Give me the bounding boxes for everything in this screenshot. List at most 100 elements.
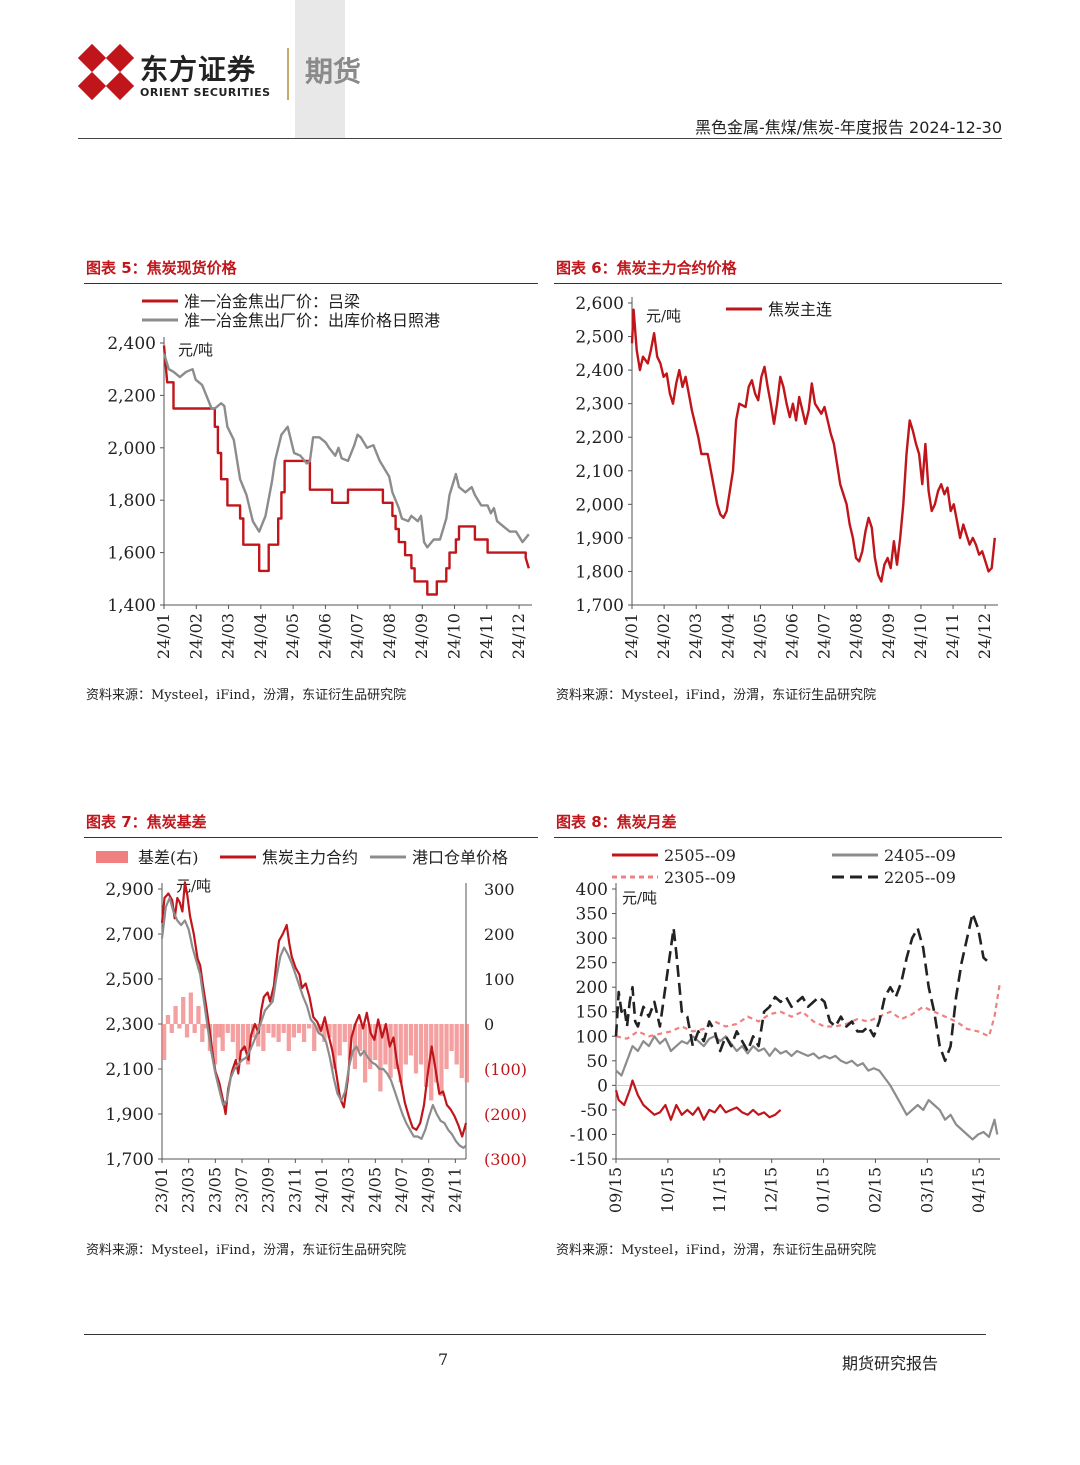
basis-bar xyxy=(357,1024,363,1051)
legend-label: 港口仓单价格 xyxy=(412,848,508,867)
brand-name-en: ORIENT SECURITIES xyxy=(140,86,271,99)
x-tick-label: 24/05 xyxy=(750,613,769,659)
x-tick-label: 24/08 xyxy=(380,613,399,659)
basis-bar xyxy=(418,1024,424,1065)
basis-bar xyxy=(383,1024,388,1065)
unit-label: 元/吨 xyxy=(622,889,657,907)
basis-bar xyxy=(184,1024,190,1038)
y-tick-label: 2,400 xyxy=(575,361,624,381)
report-title: 黑色金属-焦煤/焦炭-年度报告 2024-12-30 xyxy=(694,118,1002,137)
unit-label: 元/吨 xyxy=(178,341,213,359)
figure-8-source: 资料来源：Mysteel，iFind，汾渭，东证衍生品研究院 xyxy=(556,1243,877,1258)
x-tick-label: 24/09 xyxy=(419,1167,438,1213)
basis-bar xyxy=(429,1024,434,1101)
basis-bar xyxy=(235,1024,241,1060)
legend-label: 焦炭主力合约 xyxy=(262,848,358,867)
basis-bar xyxy=(177,1024,182,1029)
y-tick-label: 50 xyxy=(586,1052,608,1072)
x-tick-label: 24/12 xyxy=(509,613,528,659)
figure-6-chart: 1,700 1,800 1,900 2,000 2,100 2,200 2,300 2,400… xyxy=(575,294,998,659)
legend-label: 准一冶金焦出厂价：出库价格日照港 xyxy=(184,311,440,330)
series-line xyxy=(615,1035,999,1141)
unit-label: 元/吨 xyxy=(646,307,681,325)
basis-bar xyxy=(162,1024,167,1060)
series-line xyxy=(614,1079,782,1121)
legend-label: 基差(右) xyxy=(138,848,199,867)
x-tick-label: 09/15 xyxy=(606,1167,625,1213)
y-tick-label: 2,300 xyxy=(105,1015,154,1035)
basis-bar xyxy=(266,1024,271,1033)
figure-7-rule xyxy=(84,837,538,838)
basis-bar xyxy=(188,992,193,1024)
basis-bar xyxy=(276,1024,281,1042)
basis-bar xyxy=(230,1024,235,1042)
x-tick-label: 24/06 xyxy=(783,613,802,659)
y2-tick-label: 0 xyxy=(484,1015,494,1034)
y-tick-label: 400 xyxy=(576,880,608,900)
y2-tick-label: 100 xyxy=(484,970,515,989)
y-tick-label: 1,400 xyxy=(107,596,156,616)
x-tick-label: 24/07 xyxy=(815,613,834,659)
basis-bar xyxy=(378,1024,383,1092)
basis-bar xyxy=(408,1024,414,1056)
basis-bar xyxy=(388,1024,393,1078)
basis-bar xyxy=(403,1024,408,1065)
basis-bar xyxy=(203,1024,209,1029)
figure-8-title: 图表 8：焦炭月差 xyxy=(556,813,677,831)
basis-bar xyxy=(261,1024,266,1051)
header-rule xyxy=(78,138,1002,139)
basis-bar xyxy=(291,1024,297,1038)
basis-bar xyxy=(216,1024,221,1038)
basis-bar xyxy=(464,1024,470,1083)
x-tick-label: 12/15 xyxy=(762,1167,781,1213)
y-tick-label: 150 xyxy=(576,1003,608,1023)
y-tick-label: 1,900 xyxy=(575,529,624,549)
legend-label: 2405--09 xyxy=(884,846,956,865)
basis-bar xyxy=(256,1024,261,1047)
figure-7-source: 资料来源：Mysteel，iFind，汾渭，东证衍生品研究院 xyxy=(86,1243,407,1258)
x-tick-label: 24/07 xyxy=(392,1167,411,1213)
basis-bar xyxy=(296,1024,302,1033)
x-tick-label: 24/11 xyxy=(943,613,962,659)
y-tick-label: 1,900 xyxy=(105,1105,154,1125)
figure-6-title: 图表 6：焦炭主力合约价格 xyxy=(556,259,737,277)
x-tick-label: 23/07 xyxy=(232,1167,251,1213)
basis-bar xyxy=(165,1015,171,1024)
basis-bar xyxy=(444,1024,449,1069)
x-tick-label: 23/03 xyxy=(179,1167,198,1213)
basis-bar xyxy=(225,1024,230,1033)
series-line xyxy=(162,345,530,596)
basis-bar xyxy=(173,1006,178,1024)
basis-bar xyxy=(181,997,186,1024)
x-tick-label: 24/01 xyxy=(622,613,641,659)
basis-bar xyxy=(307,1024,312,1029)
legend-label: 2305--09 xyxy=(664,868,736,887)
x-tick-label: 23/09 xyxy=(259,1167,278,1213)
basis-bar xyxy=(368,1024,373,1069)
y2-tick-label: (100) xyxy=(484,1060,527,1079)
series-line xyxy=(160,896,467,1149)
series-line xyxy=(614,912,990,1063)
legend-label: 2505--09 xyxy=(664,846,736,865)
y-tick-label: 1,800 xyxy=(575,562,624,582)
basis-bar xyxy=(459,1024,464,1078)
y-tick-label: 2,200 xyxy=(575,428,624,448)
figure-8-chart: -150 -100 -50 0 50 100 150 200 250 300 350 400 09/15… xyxy=(570,846,1002,1213)
basis-bar xyxy=(301,1024,307,1042)
series-line xyxy=(160,881,468,1138)
x-tick-label: 24/10 xyxy=(911,613,930,659)
y2-tick-label: (200) xyxy=(484,1105,527,1124)
basis-bar xyxy=(200,1024,205,1042)
x-tick-label: 24/11 xyxy=(445,1167,464,1213)
basis-bar xyxy=(449,1024,454,1051)
basis-bar xyxy=(337,1024,342,1056)
brand-separator xyxy=(287,48,289,100)
basis-bar xyxy=(196,1006,201,1024)
y-tick-label: 1,600 xyxy=(107,544,156,564)
basis-bar xyxy=(212,1024,218,1065)
figure-6-rule xyxy=(554,283,1002,284)
unit-label: 元/吨 xyxy=(176,877,211,895)
y-tick-label: 1,700 xyxy=(105,1150,154,1170)
orient-securities-logo xyxy=(78,44,134,100)
header-band xyxy=(295,0,345,138)
